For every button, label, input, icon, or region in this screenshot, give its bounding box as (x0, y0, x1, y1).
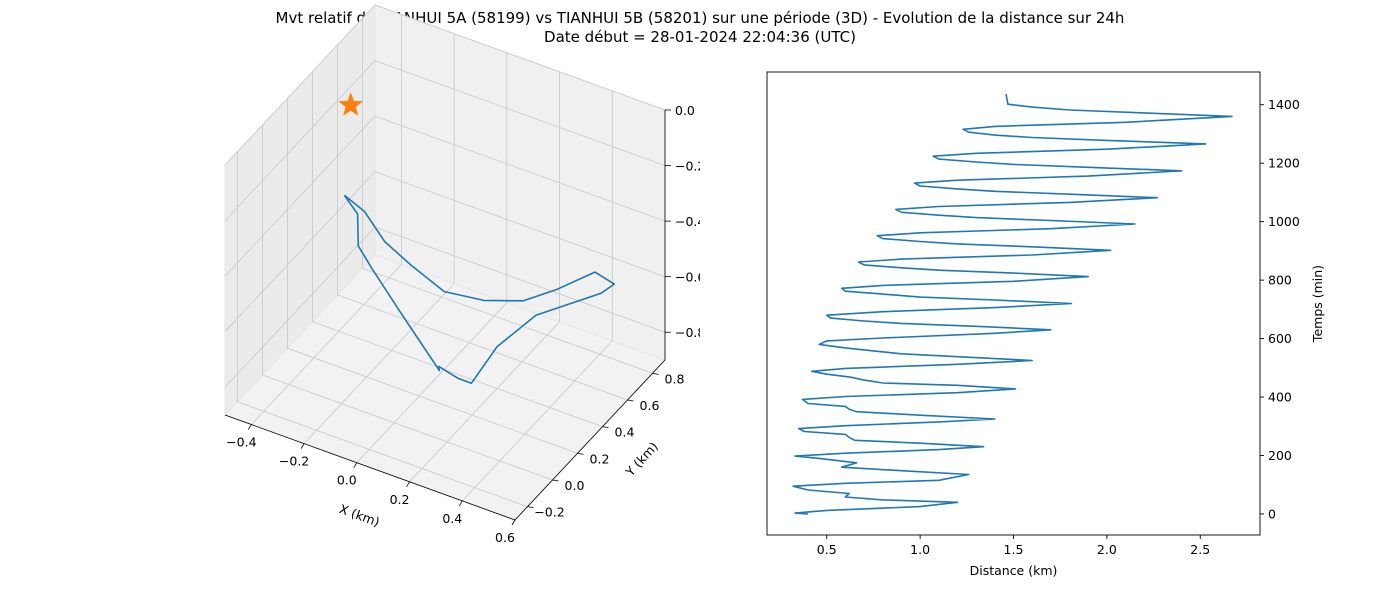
y-tick-label: 1400 (1268, 97, 1300, 112)
y-tick (652, 372, 659, 375)
x-tick (406, 481, 410, 488)
z-gridline (224, 60, 666, 221)
x-tick-label: 1.0 (910, 542, 930, 557)
x-tick-label: 0.5 (817, 542, 837, 557)
x-gridline (409, 71, 560, 483)
z-gridline (224, 115, 666, 277)
y-gridline (262, 125, 553, 481)
y-tick-label: 800 (1268, 273, 1292, 288)
y-gridline (237, 151, 528, 508)
y-gridline (312, 71, 603, 428)
x-gridline (303, 33, 455, 444)
x-tick-label: 2.0 (1097, 542, 1117, 557)
y-gridline (337, 45, 628, 401)
plot-area-frame (766, 71, 1261, 536)
x-tick-label: −0.4 (226, 435, 256, 450)
y-tick-label: 200 (1268, 448, 1292, 463)
z-tick-label: 0.0 (675, 103, 695, 118)
x-gridline (251, 14, 402, 425)
z-tick-label: −0.6 (675, 270, 700, 285)
x-tick (353, 462, 358, 468)
distance-series-line (792, 93, 1233, 515)
start-marker-star (338, 92, 363, 116)
y-tick-label: 1200 (1268, 156, 1300, 171)
y-tick (602, 426, 609, 429)
y-axis-line (514, 359, 666, 521)
y-tick-label: 1000 (1268, 214, 1300, 229)
y-tick-label: 400 (1268, 390, 1292, 405)
x-gridline (356, 52, 508, 463)
z-gridline (224, 171, 666, 332)
y-axis-label: Temps (min) (1310, 265, 1325, 343)
z-tick-label: −0.8 (675, 325, 700, 340)
trajectory-line (343, 194, 616, 385)
z-tick-label: −0.2 (675, 159, 700, 174)
x-tick-label: 0.0 (337, 473, 357, 488)
x-axis-line (224, 414, 516, 521)
y-tick-label: 0.4 (615, 425, 635, 440)
y-tick (527, 506, 534, 509)
x-tick (511, 519, 516, 526)
y-tick-label: 0.0 (565, 478, 585, 493)
x-tick (300, 443, 305, 449)
figure-title-line-1: Mvt relatif de TIANHUI 5A (58199) vs TIA… (275, 9, 1125, 27)
z-gridline (224, 4, 666, 166)
figure-title: Mvt relatif de TIANHUI 5A (58199) vs TIA… (0, 9, 1400, 47)
y-tick (577, 452, 584, 455)
y-tick (552, 479, 559, 482)
x-tick-label: 0.6 (495, 530, 515, 545)
y-tick-label: 600 (1268, 331, 1292, 346)
x-tick (458, 500, 463, 507)
y-gridline (287, 98, 578, 454)
x-tick-label: −0.2 (279, 454, 309, 469)
x-axis-label: Distance (km) (970, 563, 1058, 578)
x-tick-label: 0.2 (390, 492, 410, 507)
chart-3d-trajectory: −0.4−0.20.00.20.40.6−0.20.00.20.40.60.80… (224, 3, 700, 545)
x-tick-label: 2.5 (1190, 542, 1210, 557)
y-tick-label: 0.2 (590, 451, 610, 466)
y-tick (627, 399, 634, 402)
x-tick-label: 1.5 (1004, 542, 1024, 557)
y-tick-label: 0 (1268, 506, 1276, 521)
x-gridline (462, 90, 613, 502)
z-tick-label: −0.4 (675, 214, 700, 229)
x-tick (248, 424, 252, 430)
y-tick-label: 0.8 (665, 371, 685, 386)
y-tick-label: −0.2 (534, 505, 564, 520)
figure-title-line-2: Date début = 28-01-2024 22:04:36 (UTC) (544, 28, 856, 46)
y-tick-label: 0.6 (640, 398, 660, 413)
x-tick-label: 0.4 (442, 511, 462, 526)
